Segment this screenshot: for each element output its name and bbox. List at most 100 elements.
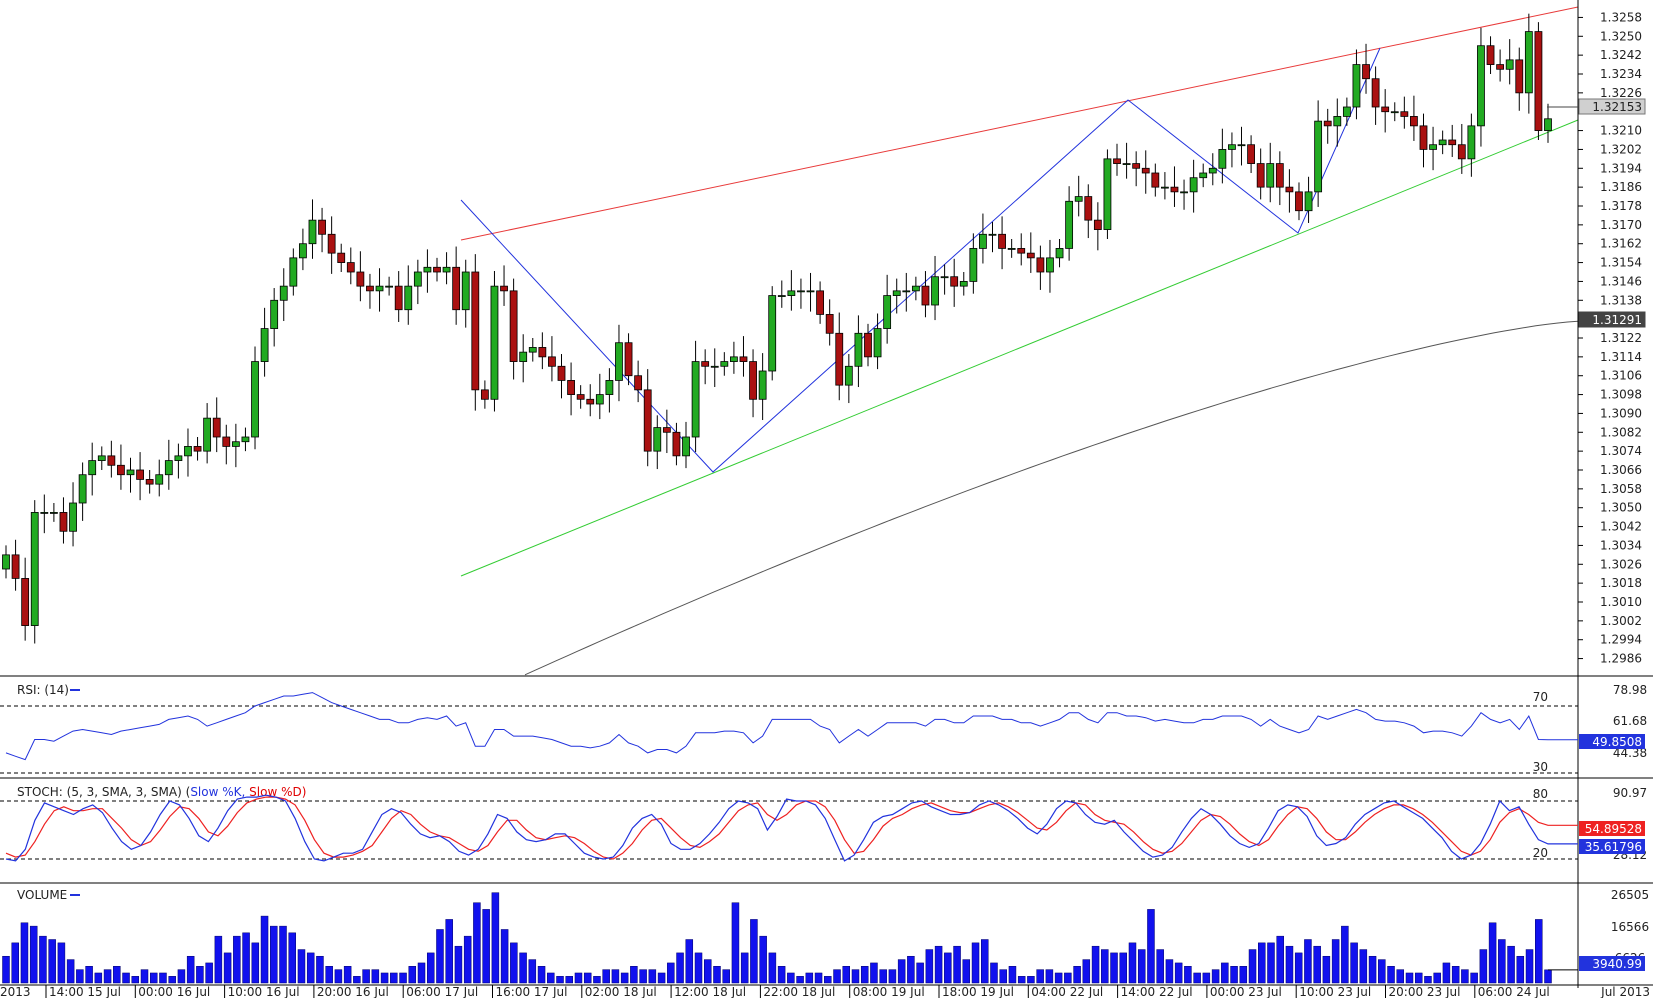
stoch-d-tag: 54.89528 [1579, 821, 1645, 836]
candle-body-down [1170, 186, 1179, 193]
volume-current-tag: 3940.99 [1579, 956, 1645, 971]
candle [567, 362, 575, 416]
candle [1285, 169, 1294, 213]
volume-bar [29, 925, 38, 984]
candle [605, 368, 614, 413]
volume-bar [334, 969, 343, 984]
candle [758, 353, 767, 421]
price-tick-label: 1.3082 [1600, 425, 1642, 439]
volume-bar [1350, 942, 1358, 984]
price-tick-label: 1.3226 [1600, 86, 1642, 100]
candle [768, 286, 777, 381]
volume-bar [667, 962, 675, 984]
candle [136, 452, 144, 501]
candle-body-up [231, 441, 240, 447]
candle-body-up [1122, 163, 1131, 165]
candle-body-down [548, 356, 556, 367]
candle-body-down [1515, 59, 1524, 94]
ma-value-tag: 1.31291 [1578, 311, 1646, 328]
price-tick-label: 1.3026 [1600, 557, 1642, 571]
candle-body-up [931, 276, 939, 306]
candle [461, 259, 470, 328]
volume-bar [316, 955, 324, 984]
candle-body-down [193, 446, 202, 452]
candle-body-down [1093, 219, 1102, 230]
volume-bar [620, 972, 629, 984]
volume-bar [1110, 952, 1118, 984]
candle-body-up [40, 512, 49, 514]
candle [442, 252, 451, 285]
candle-body-down [1084, 196, 1093, 221]
candle-body-down [538, 347, 547, 358]
candle-body-down [1017, 248, 1026, 254]
candle [1208, 153, 1217, 186]
volume-bar [777, 966, 786, 984]
candle [1103, 149, 1112, 239]
candle [480, 380, 489, 409]
volume-bar [759, 935, 767, 984]
candle [308, 199, 317, 259]
candle [385, 276, 394, 296]
volume-bar [1147, 909, 1155, 984]
volume-bar [796, 976, 804, 984]
candle-body-down [11, 554, 20, 579]
candle-body-up [595, 394, 604, 405]
candle [1228, 132, 1236, 168]
candle-body-down [346, 262, 355, 273]
candle-body-down [1410, 116, 1418, 127]
candle-body-up [730, 356, 738, 362]
candle [892, 278, 901, 314]
candle [1467, 113, 1476, 177]
candle-body-up [30, 512, 39, 626]
volume-bar [657, 972, 666, 984]
candle [126, 457, 135, 493]
price-panel [2, 6, 1579, 676]
candle [1017, 233, 1026, 266]
volume-bar [787, 972, 795, 984]
volume-bar [343, 966, 352, 984]
candle [1295, 182, 1303, 221]
candle [538, 332, 547, 370]
volume-bar [390, 972, 398, 984]
candle [1046, 239, 1054, 293]
volume-bar [205, 962, 213, 984]
volume-bar [805, 972, 814, 984]
volume-bar [999, 969, 1007, 984]
candle [1065, 186, 1074, 261]
volume-bar [1368, 955, 1377, 984]
volume-bar [703, 959, 712, 984]
candle-body-down [921, 285, 930, 306]
candle-body-up [691, 361, 700, 438]
volume-bar [454, 945, 463, 984]
candle [749, 349, 757, 418]
rsi-panel: RSI: (14) 70 30 78.98 61.68 44.38 49.850… [0, 683, 1647, 774]
candle-body-up [1524, 31, 1533, 94]
volume-bar [648, 969, 657, 984]
candle [634, 360, 643, 403]
volume-bar [1258, 942, 1266, 984]
volume-bar [934, 945, 943, 984]
time-tick-label: 02:00 18 Jul [585, 985, 657, 998]
price-tick-label: 1.3154 [1600, 256, 1642, 270]
price-tick-label: 1.3242 [1600, 48, 1642, 62]
volume-bar [426, 952, 435, 984]
volume-bar [1294, 952, 1303, 984]
candle-body-up [1505, 59, 1514, 70]
candle [1132, 151, 1141, 187]
candle-body-up [203, 417, 212, 452]
stoch-lines [5, 794, 1578, 862]
volume-bar [76, 969, 84, 984]
candle [595, 373, 604, 420]
upper-trendline [460, 6, 1579, 241]
candle [911, 276, 920, 301]
volume-bar [519, 952, 527, 984]
volume-bar [1304, 939, 1312, 984]
candle [193, 437, 202, 461]
candle-body-up [528, 347, 537, 353]
rsi-level-70: 70 [1533, 690, 1548, 704]
volume-panel: VOLUME 26505 16566 6626 3940.99 [2, 888, 1649, 984]
volume-bar [1442, 962, 1451, 984]
candle-body-up [873, 328, 882, 358]
volume-bar [177, 969, 186, 984]
volume-bar [1064, 972, 1072, 984]
